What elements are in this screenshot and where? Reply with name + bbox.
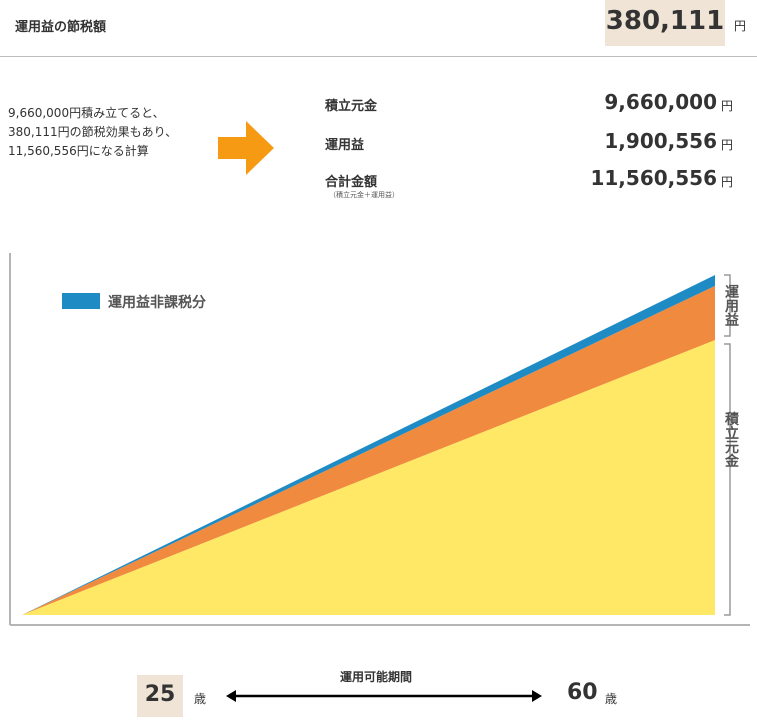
start-age-box: 25 <box>137 675 183 717</box>
tax-savings-amount: 380,111 <box>605 6 725 36</box>
total-unit: 円 <box>720 175 733 189</box>
end-age: 60 <box>567 680 598 705</box>
side-brackets <box>724 274 731 616</box>
start-age-unit: 歳 <box>194 692 207 706</box>
area-tax-free <box>22 275 715 615</box>
summary-text: 9,660,000円積み立てると、380,111円の節税効果もあり、11,560… <box>8 106 178 158</box>
gain-row: 運用益 1,900,556 円 <box>325 129 735 164</box>
tax-savings-header: 運用益の節税額 380,111 円 <box>0 0 757 57</box>
period-label: 運用可能期間 <box>340 670 413 684</box>
total-value: 11,560,556 <box>590 166 717 190</box>
right-arrow-icon <box>218 121 274 175</box>
side-label-gain: 運用益 <box>723 284 739 326</box>
legend-swatch-tax-free <box>62 293 100 309</box>
principal-unit: 円 <box>720 99 733 113</box>
age-axis: 25 歳 運用可能期間 60 歳 <box>0 660 757 723</box>
principal-value: 9,660,000 <box>604 90 717 114</box>
total-row: 合計金額 （積立元金＋運用益） 11,560,556 円 <box>325 166 735 201</box>
gain-label: 運用益 <box>325 138 365 153</box>
tax-savings-label: 運用益の節税額 <box>15 20 107 35</box>
bracket-gain <box>724 274 731 337</box>
end-age-unit: 歳 <box>605 692 618 706</box>
gain-unit: 円 <box>720 138 733 152</box>
gain-value: 1,900,556 <box>604 129 717 153</box>
area-principal <box>22 339 715 615</box>
tax-savings-amount-box: 380,111 <box>605 0 725 46</box>
total-note: （積立元金＋運用益） <box>329 191 399 199</box>
side-label-principal: 積立元金 <box>723 411 740 468</box>
total-label: 合計金額 <box>325 175 378 190</box>
principal-label: 積立元金 <box>325 99 378 114</box>
bracket-principal <box>724 343 731 616</box>
principal-row: 積立元金 9,660,000 円 <box>325 90 735 125</box>
start-age: 25 <box>144 682 176 707</box>
growth-area-chart: 運用益非課税分 運用益 積立元金 <box>9 253 750 626</box>
legend-label-tax-free: 運用益非課税分 <box>108 294 206 311</box>
tax-savings-unit: 円 <box>734 19 747 33</box>
double-arrow-icon <box>226 690 542 702</box>
